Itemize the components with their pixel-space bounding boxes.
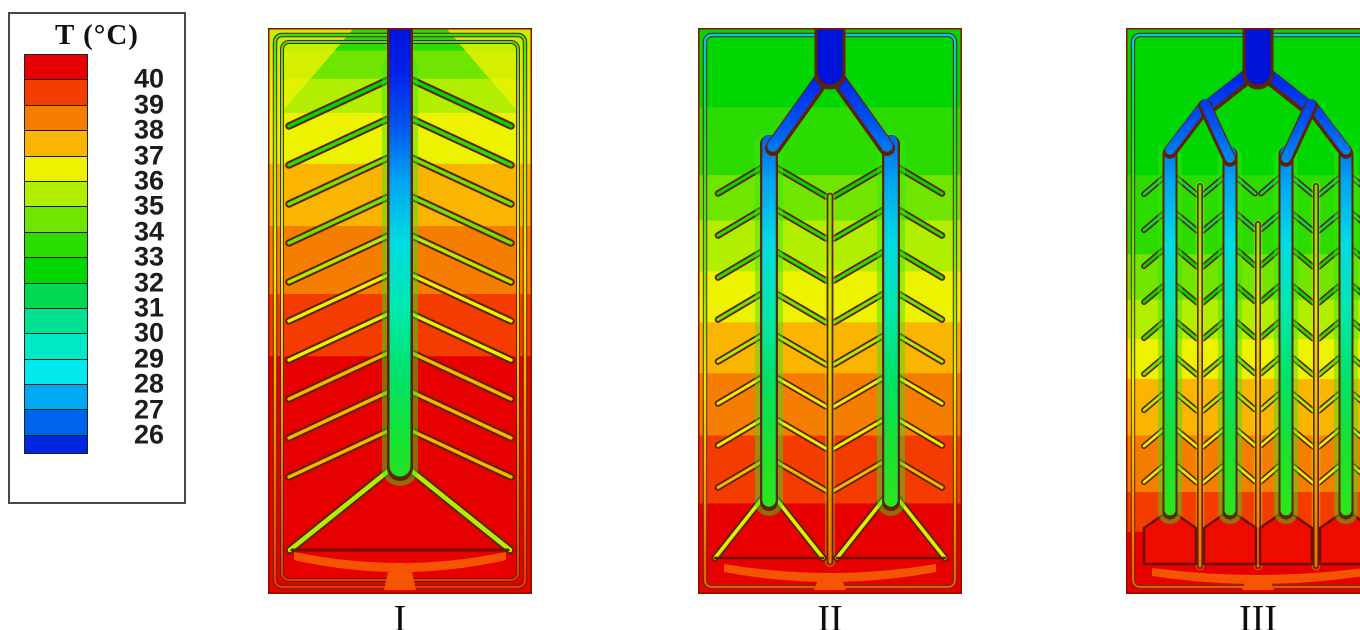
legend-tick: 36 bbox=[133, 165, 164, 196]
legend-color-band bbox=[25, 181, 87, 208]
legend-color-band bbox=[25, 156, 87, 182]
legend-color-band bbox=[25, 232, 87, 259]
legend-tick-labels: 40 39 38 37 36 35 34 33 32 31 30 29 28 27 26 bbox=[90, 54, 172, 474]
temperature-legend: T (°C) 40 39 38 37 36 35 34 33 32 31 30 29 28 27 26 bbox=[8, 12, 186, 504]
legend-tick: 38 bbox=[133, 114, 164, 145]
legend-color-band bbox=[25, 435, 87, 453]
contour-plot-design-I bbox=[268, 28, 532, 594]
contour-layers bbox=[1126, 28, 1360, 594]
legend-tick: 29 bbox=[133, 343, 164, 374]
panel-label-1: I bbox=[393, 598, 407, 630]
legend-color-band bbox=[25, 80, 87, 106]
legend-color-band bbox=[25, 359, 87, 386]
legend-tick: 40 bbox=[133, 63, 164, 94]
panel-label-3: III bbox=[1239, 598, 1277, 630]
contour-panel-1: I bbox=[268, 28, 532, 630]
legend-tick: 33 bbox=[133, 241, 164, 272]
legend-tick: 30 bbox=[133, 317, 164, 348]
legend-tick: 26 bbox=[133, 419, 164, 450]
legend-tick: 27 bbox=[133, 394, 164, 425]
legend-body: 40 39 38 37 36 35 34 33 32 31 30 29 28 27 26 bbox=[10, 54, 184, 474]
legend-color-band bbox=[25, 105, 87, 132]
legend-color-band bbox=[25, 258, 87, 284]
legend-tick: 37 bbox=[133, 140, 164, 171]
legend-title: T (°C) bbox=[55, 19, 139, 51]
contour-layers bbox=[698, 28, 962, 594]
contour-panel-3: III bbox=[1126, 28, 1360, 630]
legend-color-band bbox=[25, 385, 87, 411]
contour-plot-design-II bbox=[698, 28, 962, 594]
legend-color-band bbox=[25, 334, 87, 360]
panel-label-2: II bbox=[817, 598, 843, 630]
legend-color-band bbox=[25, 207, 87, 233]
legend-tick: 39 bbox=[133, 89, 164, 120]
legend-color-band bbox=[25, 283, 87, 309]
legend-colorbar bbox=[24, 54, 88, 454]
legend-tick: 31 bbox=[133, 292, 164, 323]
legend-tick: 35 bbox=[133, 190, 164, 221]
legend-tick: 32 bbox=[133, 267, 164, 298]
legend-color-band bbox=[25, 410, 87, 436]
contour-layers bbox=[268, 28, 532, 594]
legend-tick: 34 bbox=[133, 216, 164, 247]
legend-color-band bbox=[25, 55, 87, 81]
legend-color-band bbox=[25, 131, 87, 157]
contour-panel-2: II bbox=[698, 28, 962, 630]
contour-plot-design-III bbox=[1126, 28, 1360, 594]
legend-color-band bbox=[25, 308, 87, 335]
legend-tick: 28 bbox=[133, 368, 164, 399]
